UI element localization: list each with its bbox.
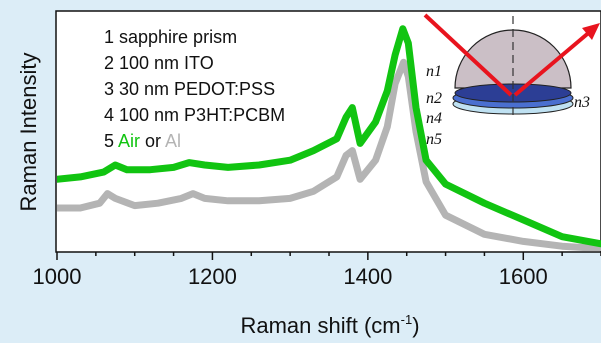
legend-line-3: 3 30 nm PEDOT:PSS: [104, 79, 275, 99]
label-n1: n1: [426, 63, 442, 80]
reflected-beam: [513, 28, 594, 97]
x-axis-ticks: 1000 1200 1400 1600: [33, 252, 601, 289]
x-tick-label: 1600: [499, 264, 548, 289]
x-axis-label-close: ): [412, 313, 419, 338]
x-axis-label-sup: -1: [401, 312, 413, 327]
series-layer: [57, 25, 601, 251]
x-tick-label: 1200: [188, 264, 237, 289]
incident-beam: [423, 13, 513, 97]
legend: 1 sapphire prism 2 100 nm ITO 3 30 nm PE…: [104, 27, 285, 151]
x-axis-label-main: Raman shift (cm: [240, 313, 400, 338]
label-n5: n5: [426, 131, 442, 148]
x-tick-label: 1000: [33, 264, 82, 289]
series-line-air: [57, 25, 601, 248]
series-line-al: [57, 58, 601, 251]
inset-schematic: n1 n2 n4 n5 n3: [423, 13, 600, 148]
label-n2: n2: [426, 90, 442, 107]
x-tick-label: 1400: [343, 264, 392, 289]
x-axis-label: Raman shift (cm-1): [240, 312, 419, 338]
legend-line-2: 2 100 nm ITO: [104, 53, 214, 73]
label-n4: n4: [426, 110, 442, 127]
label-n3: n3: [574, 94, 590, 111]
y-axis-label: Raman Intensity: [16, 53, 41, 212]
legend-line-5: 5 Air or Al: [104, 131, 181, 151]
legend-line-4: 4 100 nm P3HT:PCBM: [104, 105, 285, 125]
legend-air-entry: Air: [118, 131, 140, 151]
legend-line-5-prefix: 5: [104, 131, 118, 151]
arrow-head-icon: [582, 23, 600, 40]
legend-or-text: or: [140, 131, 165, 151]
legend-line-1: 1 sapphire prism: [104, 27, 237, 47]
legend-al-entry: Al: [165, 131, 181, 151]
